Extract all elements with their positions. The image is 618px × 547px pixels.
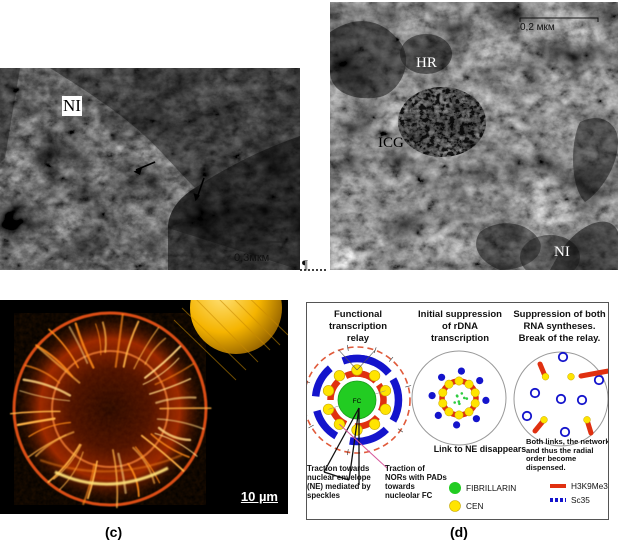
svg-text:0,3мкм: 0,3мкм — [234, 252, 269, 264]
svg-text:0,2 мкм: 0,2 мкм — [520, 22, 555, 32]
svg-text:FC: FC — [353, 398, 362, 405]
